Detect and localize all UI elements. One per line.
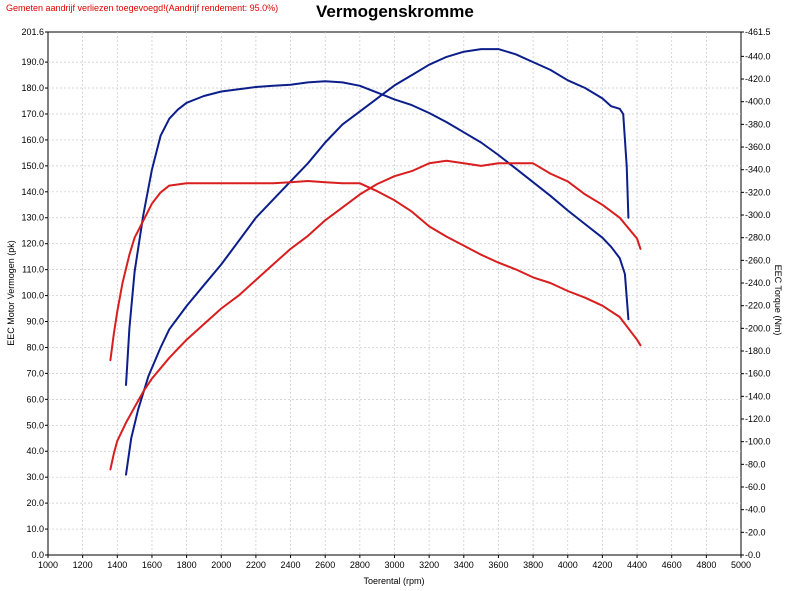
y2-tick-label: -180.0 bbox=[745, 346, 771, 356]
x-tick-label: 4600 bbox=[662, 560, 682, 570]
y2-tick-label: -280.0 bbox=[745, 233, 771, 243]
series-group bbox=[109, 48, 642, 476]
x-tick-label: 2600 bbox=[315, 560, 335, 570]
y2-tick-label: -80.0 bbox=[745, 459, 766, 469]
y-tick-label: 160.0 bbox=[21, 135, 44, 145]
y-tick-label: 0.0 bbox=[31, 550, 44, 560]
x-tick-label: 4800 bbox=[696, 560, 716, 570]
x-axis-label: Toerental (rpm) bbox=[363, 576, 424, 586]
y-tick-label: 30.0 bbox=[26, 472, 44, 482]
series-line-1 bbox=[125, 80, 630, 386]
y-tick-label: 130.0 bbox=[21, 213, 44, 223]
y2-tick-label: -400.0 bbox=[745, 97, 771, 107]
y2-tick-label: -160.0 bbox=[745, 369, 771, 379]
x-tick-label: 2800 bbox=[350, 560, 370, 570]
x-tick-label: 4200 bbox=[592, 560, 612, 570]
y-tick-label: 90.0 bbox=[26, 317, 44, 327]
x-tick-label: 1400 bbox=[107, 560, 127, 570]
y-tick-label: 80.0 bbox=[26, 342, 44, 352]
y-axis-ticks: 0.0 10.0 20.0 30.0 40.0 50.0 60.0 70.0 80.0 90.0 1… bbox=[21, 27, 48, 560]
y2-tick-label: -340.0 bbox=[745, 165, 771, 175]
x-tick-label: 1600 bbox=[142, 560, 162, 570]
y-tick-label: 20.0 bbox=[26, 498, 44, 508]
y2-tick-label: -100.0 bbox=[745, 437, 771, 447]
y2-tick-label: -300.0 bbox=[745, 210, 771, 220]
y2-tick-label: -0.0 bbox=[745, 550, 761, 560]
y2-tick-label: -260.0 bbox=[745, 255, 771, 265]
series-line-3 bbox=[109, 180, 642, 362]
y-tick-label: 120.0 bbox=[21, 239, 44, 249]
y-tick-label: 201.6 bbox=[21, 27, 44, 37]
x-tick-label: 3200 bbox=[419, 560, 439, 570]
x-tick-label: 2400 bbox=[281, 560, 301, 570]
y2-tick-label: -440.0 bbox=[745, 51, 771, 61]
grid-lines bbox=[48, 32, 741, 555]
x-tick-label: 3600 bbox=[488, 560, 508, 570]
x-tick-label: 2000 bbox=[211, 560, 231, 570]
x-tick-label: 3800 bbox=[523, 560, 543, 570]
y-tick-label: 180.0 bbox=[21, 83, 44, 93]
y2-tick-label: -420.0 bbox=[745, 74, 771, 84]
y-tick-label: 140.0 bbox=[21, 187, 44, 197]
y-axis-label: EEC Motor Vermogen (pk) bbox=[6, 240, 16, 346]
measurement-note: Gemeten aandrijf verliezen toegevoegd!(A… bbox=[6, 3, 279, 13]
x-tick-label: 3400 bbox=[454, 560, 474, 570]
y2-tick-label: -200.0 bbox=[745, 323, 771, 333]
y2-tick-label: -220.0 bbox=[745, 301, 771, 311]
y2-axis-label: EEC Torque (Nm) bbox=[773, 265, 783, 336]
y2-tick-label: -60.0 bbox=[745, 482, 766, 492]
y2-tick-label: -320.0 bbox=[745, 187, 771, 197]
series-line-2 bbox=[125, 48, 630, 476]
y-tick-label: 70.0 bbox=[26, 368, 44, 378]
y2-tick-label: -40.0 bbox=[745, 505, 766, 515]
y2-tick-label: -120.0 bbox=[745, 414, 771, 424]
y-tick-label: 40.0 bbox=[26, 446, 44, 456]
x-tick-label: 4400 bbox=[627, 560, 647, 570]
y2-tick-label: -140.0 bbox=[745, 391, 771, 401]
x-tick-label: 1200 bbox=[73, 560, 93, 570]
y-tick-label: 60.0 bbox=[26, 394, 44, 404]
series-line-4 bbox=[109, 159, 642, 471]
x-axis-ticks: 1000 1200 1400 1600 1800 2000 2200 2400 2600 2800… bbox=[38, 555, 751, 570]
y2-axis-ticks: -0.0 -20.0 -40.0 -60.0 -80.0 -100.0 -120.0 -140… bbox=[741, 27, 771, 560]
y-tick-label: 150.0 bbox=[21, 161, 44, 171]
y2-tick-label: -240.0 bbox=[745, 278, 771, 288]
x-tick-label: 3000 bbox=[384, 560, 404, 570]
x-tick-label: 4000 bbox=[558, 560, 578, 570]
y-tick-label: 190.0 bbox=[21, 57, 44, 67]
y-tick-label: 110.0 bbox=[22, 265, 44, 275]
y-tick-label: 100.0 bbox=[21, 291, 44, 301]
y2-tick-label: -20.0 bbox=[745, 527, 766, 537]
y-tick-label: 170.0 bbox=[21, 109, 44, 119]
x-tick-label: 1800 bbox=[177, 560, 197, 570]
chart-title: Vermogenskromme bbox=[316, 2, 474, 21]
y-tick-label: 10.0 bbox=[26, 524, 44, 534]
y2-tick-label: -461.5 bbox=[745, 27, 771, 37]
y2-tick-label: -360.0 bbox=[745, 142, 771, 152]
x-tick-label: 1000 bbox=[38, 560, 58, 570]
x-tick-label: 5000 bbox=[731, 560, 751, 570]
x-tick-label: 2200 bbox=[246, 560, 266, 570]
y2-tick-label: -380.0 bbox=[745, 119, 771, 129]
y-tick-label: 50.0 bbox=[26, 420, 44, 430]
